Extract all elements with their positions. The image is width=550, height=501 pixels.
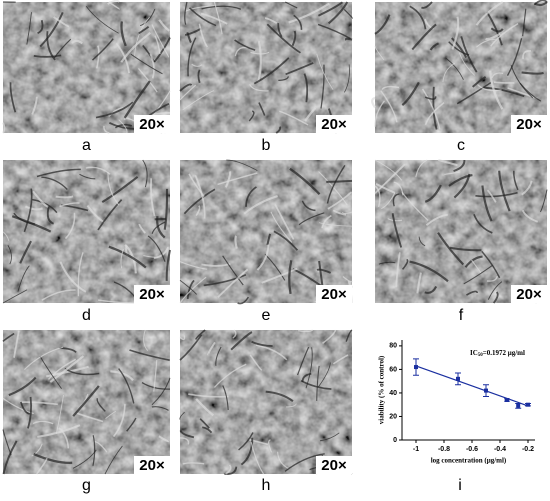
magnification: 20× — [321, 286, 347, 303]
cell-outline — [372, 98, 375, 108]
micrograph: 20× — [3, 1, 170, 133]
micrograph: 20× — [3, 330, 170, 474]
micrograph-texture — [3, 2, 170, 133]
data-point — [414, 365, 418, 369]
annotation: IC50=0.1972 μg/ml — [470, 349, 525, 359]
y-tick-label: 60 — [389, 366, 397, 373]
x-axis-label: log concentration (μg/ml) — [431, 457, 507, 465]
micrograph: 20× — [180, 2, 352, 133]
panel-label: e — [262, 307, 271, 324]
panel-label: f — [459, 307, 464, 324]
x-tick-label: -0.4 — [494, 446, 506, 453]
data-point — [456, 377, 460, 381]
micrograph-texture — [375, 2, 547, 133]
micrograph-texture — [375, 160, 547, 303]
micrograph: 20× — [180, 160, 352, 304]
micrograph: 20× — [375, 160, 547, 303]
panel-label: d — [82, 307, 91, 324]
annotation-prefix: IC — [470, 349, 478, 357]
panel-label: a — [82, 137, 91, 154]
data-point — [526, 403, 530, 407]
x-tick-label: -0.8 — [438, 446, 450, 453]
panel-label: b — [262, 137, 271, 154]
cell-outline — [494, 82, 514, 83]
magnification: 20× — [321, 116, 347, 133]
x-tick-label: -0.2 — [522, 446, 534, 453]
micrograph: 20× — [180, 330, 352, 474]
cell-outline — [56, 196, 73, 197]
data-point — [484, 389, 488, 393]
magnification: 20× — [139, 457, 165, 474]
panel-label: h — [262, 477, 271, 494]
magnification: 20× — [516, 286, 542, 303]
magnification: 20× — [139, 116, 165, 133]
cell-outline — [522, 72, 544, 73]
micrograph: 20× — [372, 0, 547, 133]
fit-line — [416, 366, 528, 406]
micrograph-texture — [180, 330, 352, 474]
data-point — [516, 404, 520, 408]
cell-outline — [326, 181, 352, 182]
micrograph-texture — [180, 2, 352, 133]
panel-label: i — [458, 477, 462, 494]
magnification: 20× — [321, 457, 347, 474]
panel-label: g — [82, 477, 91, 494]
y-tick-label: 40 — [389, 390, 397, 397]
cell-outline — [235, 236, 236, 249]
x-tick-label: -0.6 — [466, 446, 478, 453]
y-tick-label: 0 — [393, 437, 397, 444]
magnification: 20× — [139, 286, 165, 303]
x-tick-label: -1 — [413, 446, 419, 453]
annotation-rest: =0.1972 μg/ml — [483, 349, 525, 357]
y-axis-label: viability (% of control) — [378, 355, 386, 424]
micrograph: 20× — [3, 160, 170, 303]
magnification: 20× — [516, 116, 542, 133]
data-point — [505, 398, 509, 402]
y-tick-label: 20 — [389, 413, 397, 420]
y-tick-label: 80 — [389, 343, 397, 350]
panel-label: c — [457, 137, 465, 154]
